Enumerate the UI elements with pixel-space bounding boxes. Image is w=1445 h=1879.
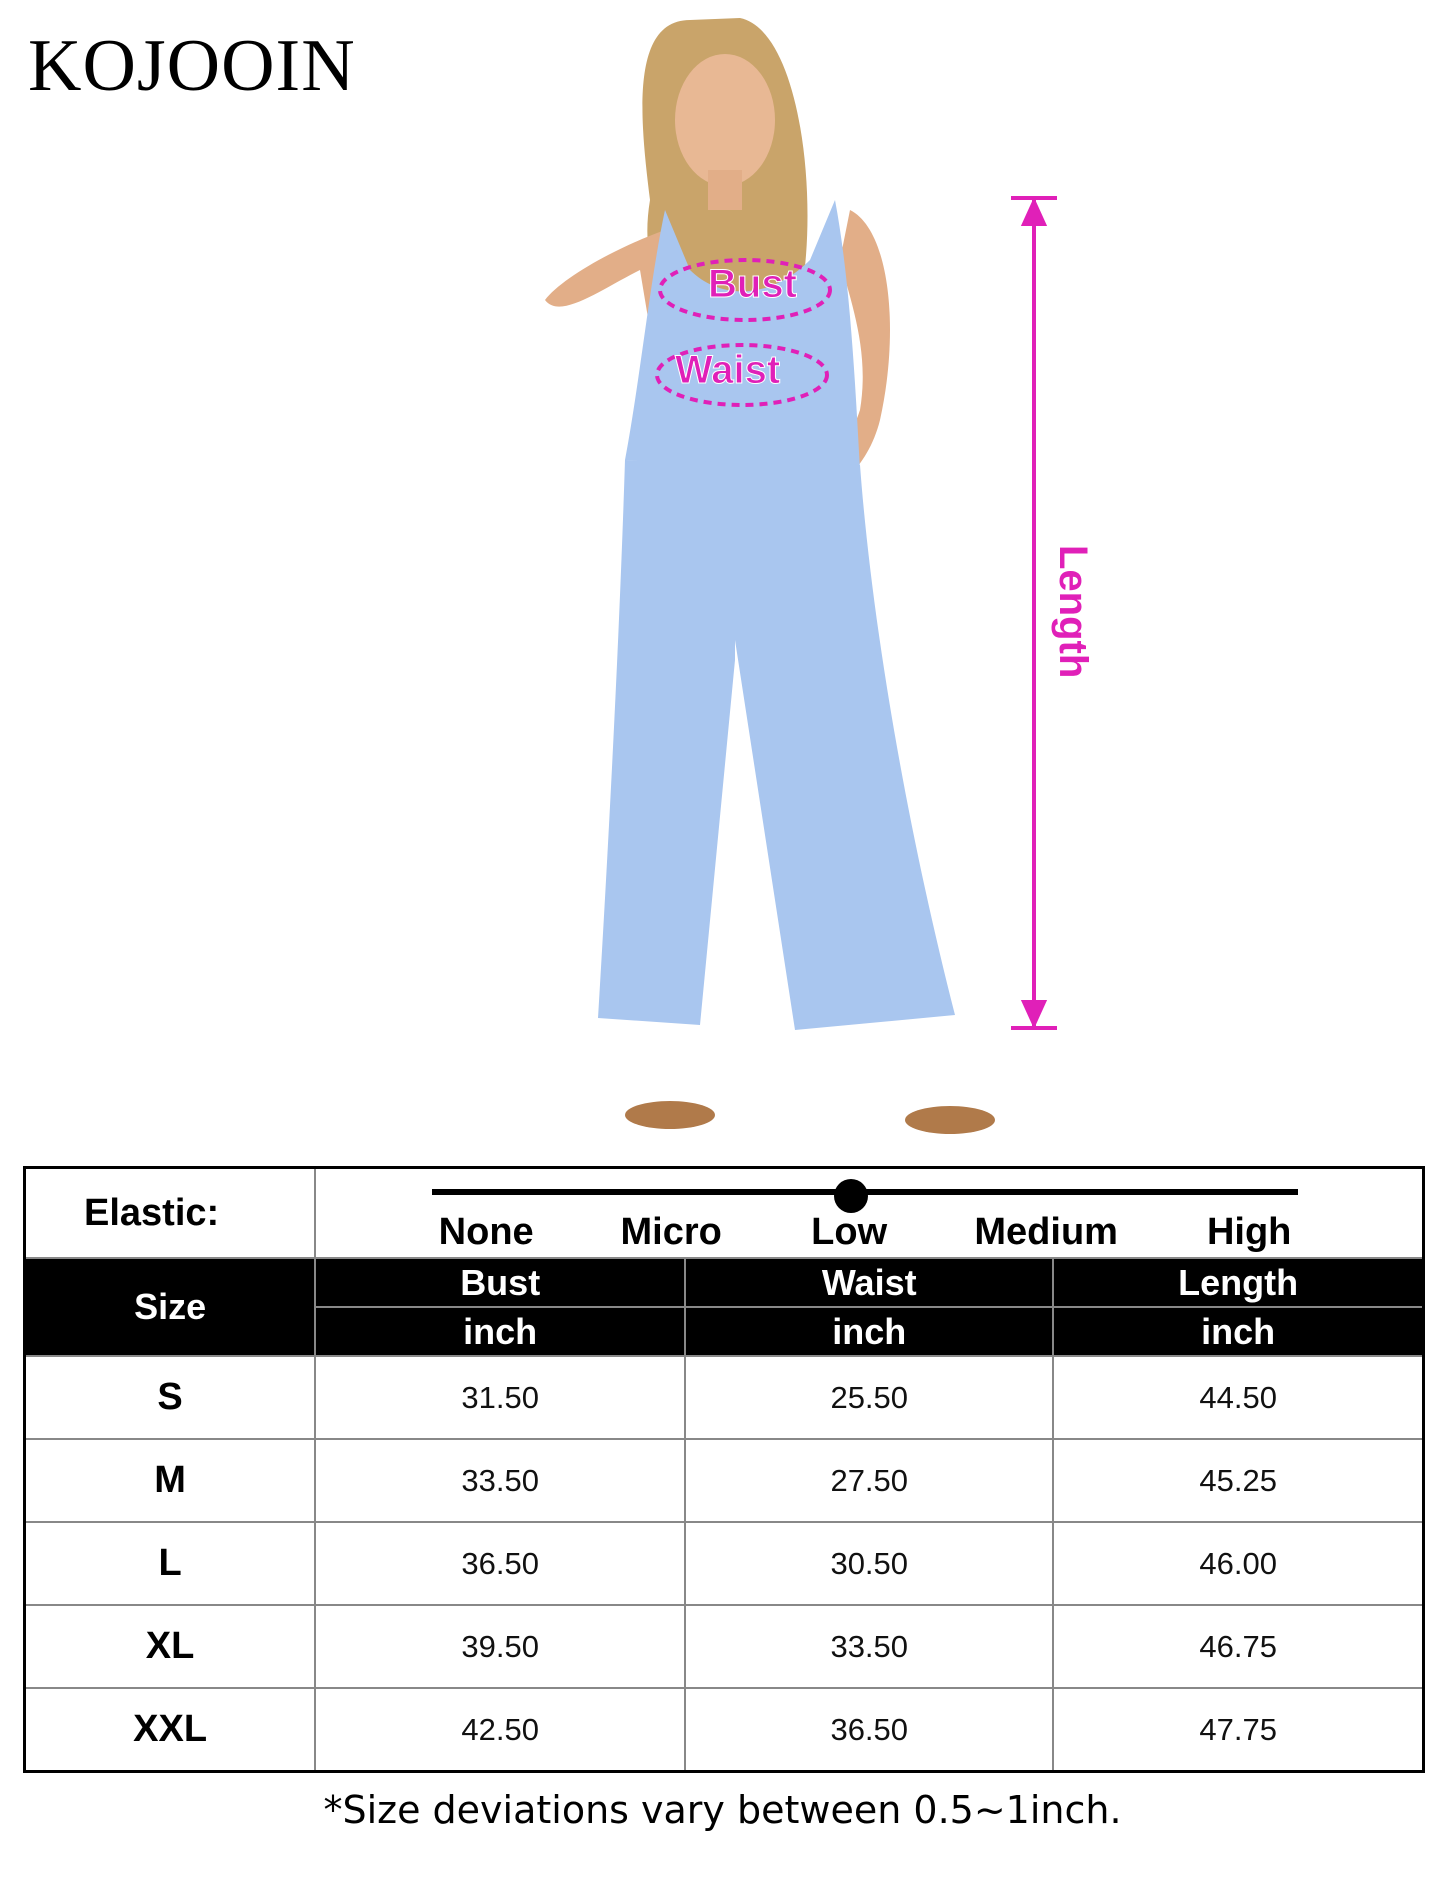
size-cell: XXL <box>23 1687 317 1773</box>
unit-header: inch <box>684 1306 1055 1357</box>
model-photo <box>545 18 1057 1134</box>
waist-measure-guide <box>655 343 829 407</box>
waist-cell: 33.50 <box>684 1604 1055 1689</box>
table-row: XXL 42.50 36.50 47.75 <box>23 1687 1425 1773</box>
elastic-level: High <box>1206 1211 1292 1253</box>
bust-cell: 39.50 <box>314 1604 687 1689</box>
bust-cell: 31.50 <box>314 1355 687 1440</box>
model-pants <box>598 460 955 1030</box>
size-deviation-note: *Size deviations vary between 0.5~1inch. <box>323 1788 1122 1832</box>
column-header: Bust <box>314 1257 687 1308</box>
model-foot-left <box>625 1101 715 1129</box>
bust-cell: 42.50 <box>314 1687 687 1773</box>
model-foot-right <box>905 1106 995 1134</box>
elastic-level: Medium <box>974 1211 1118 1253</box>
length-cell: 46.75 <box>1052 1604 1425 1689</box>
column-header: Length <box>1052 1257 1425 1308</box>
elastic-scale-cell: None Micro Low Medium High <box>314 1166 1425 1259</box>
length-cell: 47.75 <box>1052 1687 1425 1773</box>
bust-label: Bust <box>708 262 798 307</box>
table-row: M 33.50 27.50 45.25 <box>23 1438 1425 1523</box>
waist-label: Waist <box>674 348 781 393</box>
model-neck <box>708 170 742 210</box>
elastic-level: Low <box>811 1211 888 1253</box>
bust-cell: 36.50 <box>314 1521 687 1606</box>
elastic-level: None <box>438 1211 534 1253</box>
size-cell: M <box>23 1438 317 1523</box>
size-table: Elastic: None Micro Low Medium High Size… <box>23 1166 1425 1773</box>
length-cell: 45.25 <box>1052 1438 1425 1523</box>
length-arrow-icon <box>1011 196 1057 1030</box>
table-row: XL 39.50 33.50 46.75 <box>23 1604 1425 1689</box>
elastic-scale-marker <box>834 1179 869 1213</box>
model-head <box>675 54 775 186</box>
waist-cell: 25.50 <box>684 1355 1055 1440</box>
length-cell: 46.00 <box>1052 1521 1425 1606</box>
size-header: Size <box>23 1257 317 1357</box>
table-row: L 36.50 30.50 46.00 <box>23 1521 1425 1606</box>
brand-logo: KOJOOIN <box>28 25 356 107</box>
waist-cell: 27.50 <box>684 1438 1055 1523</box>
elastic-row: Elastic: None Micro Low Medium High <box>23 1166 1425 1259</box>
elastic-scale: None Micro Low Medium High <box>316 1169 1422 1257</box>
size-cell: XL <box>23 1604 317 1689</box>
length-cell: 44.50 <box>1052 1355 1425 1440</box>
bust-measure-guide <box>658 258 832 322</box>
column-header: Waist <box>684 1257 1055 1308</box>
elastic-level: Micro <box>620 1211 722 1253</box>
unit-header: inch <box>1052 1306 1425 1357</box>
waist-cell: 30.50 <box>684 1521 1055 1606</box>
unit-header: inch <box>314 1306 687 1357</box>
elastic-label: Elastic: <box>23 1166 317 1259</box>
table-row: S 31.50 25.50 44.50 <box>23 1355 1425 1440</box>
waist-cell: 36.50 <box>684 1687 1055 1773</box>
bust-cell: 33.50 <box>314 1438 687 1523</box>
size-cell: S <box>23 1355 317 1440</box>
length-label: Length <box>1051 545 1095 679</box>
size-cell: L <box>23 1521 317 1606</box>
model-arm-right <box>545 230 680 330</box>
